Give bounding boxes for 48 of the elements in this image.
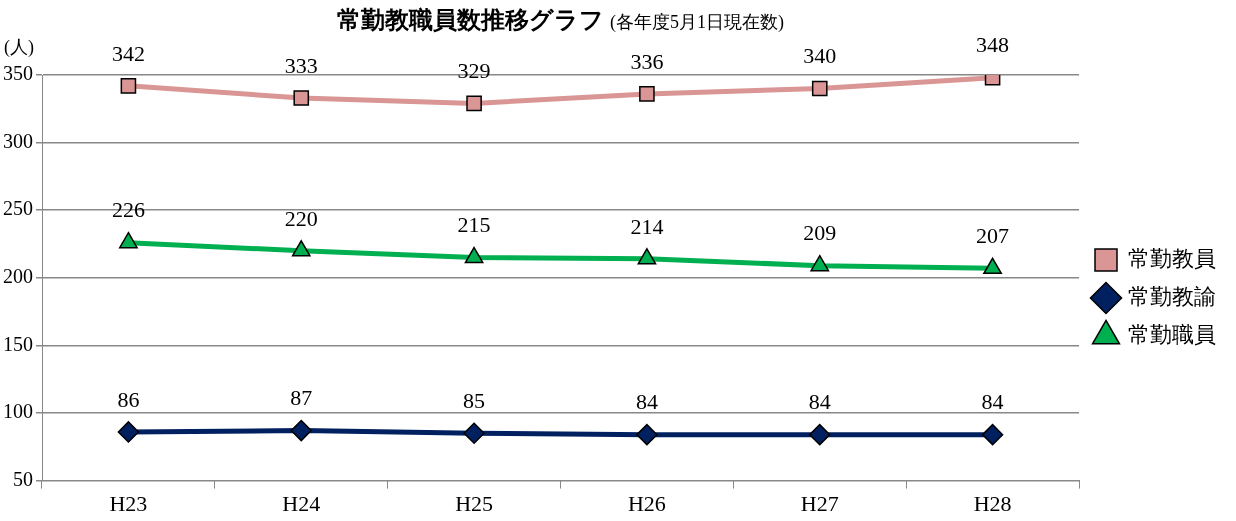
legend-label: 常勤教諭 <box>1128 283 1216 309</box>
point <box>811 80 828 97</box>
data-label: 86 <box>117 386 140 412</box>
legend-label: 常勤教員 <box>1128 245 1216 271</box>
point <box>809 423 831 446</box>
data-label: 84 <box>981 389 1004 415</box>
data-label: 209 <box>803 220 837 246</box>
data-label: 87 <box>290 385 313 411</box>
data-label: 84 <box>808 389 831 415</box>
point <box>117 421 140 443</box>
data-label: 215 <box>457 212 491 238</box>
data-label: 226 <box>111 197 145 223</box>
point <box>981 423 1004 446</box>
data-label: 85 <box>463 388 486 414</box>
data-label: 220 <box>284 205 318 231</box>
x-tick-label: H26 <box>627 490 666 516</box>
data-label: 333 <box>284 52 318 78</box>
x-tick-label: H25 <box>455 490 494 516</box>
y-axis-title: (人) <box>4 37 34 58</box>
point <box>120 78 137 94</box>
point <box>290 419 312 442</box>
point <box>636 423 658 446</box>
data-label: 207 <box>976 223 1010 249</box>
x-tick-label: H28 <box>973 490 1012 516</box>
point <box>639 86 655 102</box>
x-tick-label: H27 <box>800 490 839 516</box>
y-tick-label: 50 <box>13 467 33 490</box>
y-tick-label: 250 <box>3 197 33 220</box>
y-tick-label: 300 <box>3 129 33 152</box>
y-tick-label: 150 <box>3 332 33 355</box>
point <box>466 95 482 112</box>
data-label: 336 <box>630 48 664 74</box>
x-tick-label: H24 <box>282 490 321 516</box>
data-label: 329 <box>457 58 491 84</box>
data-label: 214 <box>630 213 664 239</box>
data-label: 342 <box>111 40 145 66</box>
data-label: 84 <box>635 389 658 415</box>
data-label: 340 <box>803 43 837 69</box>
legend-label: 常勤職員 <box>1128 321 1216 347</box>
chart-title: 常勤教職員数推移グラフ <box>337 7 605 33</box>
point <box>293 90 310 106</box>
y-tick-label: 100 <box>3 400 33 423</box>
y-tick-label: 350 <box>3 62 33 85</box>
y-tick-label: 200 <box>3 265 33 288</box>
point <box>463 422 485 445</box>
x-tick-label: H23 <box>109 490 148 516</box>
chart-subtitle: (各年度5月1日現在数) <box>610 12 785 33</box>
data-label: 348 <box>976 32 1010 58</box>
